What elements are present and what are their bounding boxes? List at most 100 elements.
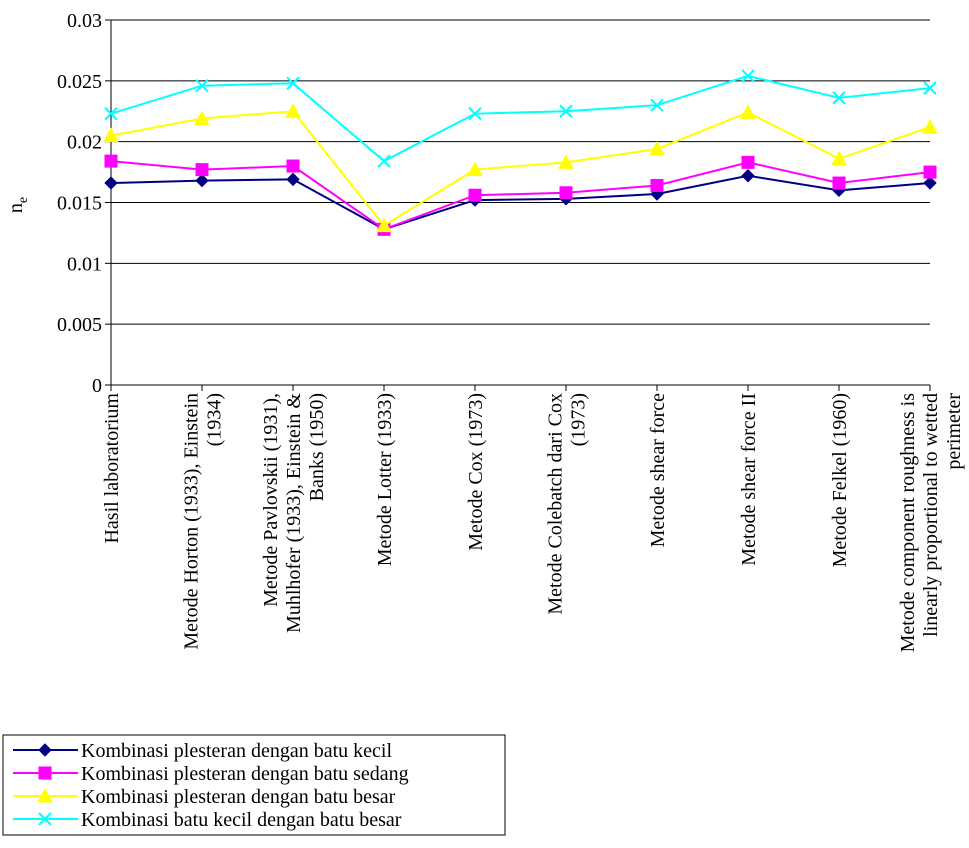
y-axis-label-subscript: e <box>16 197 31 203</box>
x-tick-label-line: Metode Pavlovskii (1931), <box>260 393 282 607</box>
data-point <box>376 217 392 233</box>
legend-item: Kombinasi batu kecil dengan batu besar <box>13 809 402 831</box>
x-marker-stroke <box>468 106 482 121</box>
x-marker-stroke <box>38 812 52 826</box>
legend-marker <box>38 743 52 757</box>
series-line <box>110 74 931 163</box>
data-point <box>195 78 209 93</box>
series-2 <box>104 154 937 236</box>
data-point <box>559 104 573 118</box>
x-tick-label-line: perimeter <box>943 393 965 470</box>
x-tick-label: Metode shear force II <box>738 393 760 566</box>
x-marker-stroke <box>104 106 118 121</box>
y-axis-ticks: 0 0.005 0.01 0.015 0.02 0.025 0.03 <box>57 10 111 397</box>
x-tick-label-line: Metode shear force II <box>738 393 760 566</box>
x-tick-label-line: (1973) <box>568 393 590 446</box>
data-point <box>468 188 482 202</box>
x-tick-label: Metode Felkel (1960) <box>829 393 851 567</box>
x-tick-label-line: Metode Cox (1973) <box>465 393 487 551</box>
x-tick-label: Hasil laboratorium <box>101 393 123 544</box>
data-point <box>104 106 118 121</box>
y-axis-label: ne <box>5 197 31 213</box>
data-point <box>650 178 664 192</box>
x-marker-stroke <box>377 154 391 168</box>
y-tick-label: 0.02 <box>67 132 102 154</box>
y-tick-label: 0.025 <box>57 71 102 93</box>
x-tick-label-line: (1934) <box>204 393 226 446</box>
x-tick-label-line: linearly proportional to wetted <box>920 393 942 637</box>
x-tick-label-line: Metode Lotter (1933) <box>374 393 396 566</box>
x-marker-stroke <box>832 91 846 105</box>
data-point <box>468 106 482 121</box>
series-4 <box>104 69 937 168</box>
legend-item: Kombinasi plesteran dengan batu besar <box>13 786 396 808</box>
data-point <box>104 154 118 168</box>
data-point <box>832 91 846 105</box>
x-tick-label-line: Muhlhofer (1933), Einstein & <box>283 393 305 633</box>
data-point <box>286 159 300 173</box>
data-point <box>650 98 664 112</box>
data-point <box>832 176 846 190</box>
x-tick-label: Metode component roughness is linearly pr… <box>897 393 965 653</box>
series-group <box>103 69 938 236</box>
x-tick-label-line: Metode component roughness is <box>897 393 919 653</box>
data-point <box>286 172 300 187</box>
x-tick-label: Metode Pavlovskii (1931), Muhlhofer (1933… <box>260 393 328 633</box>
x-axis-ticks: Hasil laboratorium Metode Horton (1933), … <box>101 385 965 652</box>
legend-box <box>2 734 506 836</box>
legend-label: Kombinasi batu kecil dengan batu besar <box>81 809 402 831</box>
data-point <box>559 186 573 200</box>
x-marker-stroke <box>195 78 209 93</box>
data-point <box>741 155 755 169</box>
legend-marker <box>37 787 53 803</box>
x-tick-label: Metode Lotter (1933) <box>374 393 396 566</box>
data-point <box>741 69 755 83</box>
y-tick-label: 0.01 <box>67 253 102 275</box>
data-point <box>195 163 209 177</box>
x-tick-label-line: Metode Felkel (1960) <box>829 393 851 567</box>
data-point <box>558 154 574 169</box>
x-tick-label-line: Metode Horton (1933), Einstein <box>181 393 203 650</box>
data-point <box>831 150 847 166</box>
x-marker-stroke <box>741 69 755 83</box>
y-axis-label-main: n <box>5 203 27 213</box>
y-tick-label: 0 <box>92 375 102 397</box>
x-tick-label-line: Hasil laboratorium <box>101 393 123 544</box>
x-tick-label: Metode Colebatch dari Cox (1973) <box>545 393 590 615</box>
series-line <box>110 160 931 231</box>
y-tick-label: 0.03 <box>67 10 102 32</box>
data-point <box>103 127 119 143</box>
legend-item: Kombinasi plesteran dengan batu sedang <box>13 763 409 785</box>
legend-label: Kombinasi plesteran dengan batu sedang <box>81 763 409 785</box>
data-point <box>923 165 937 179</box>
x-tick-label: Metode Horton (1933), Einstein (1934) <box>181 393 226 650</box>
x-tick-label-line: Banks (1950) <box>306 393 328 501</box>
y-tick-label: 0.015 <box>57 193 102 215</box>
x-marker-stroke <box>923 81 937 95</box>
data-point <box>285 103 301 118</box>
series-3 <box>103 103 938 233</box>
x-marker-stroke <box>286 76 300 90</box>
data-point <box>286 76 300 90</box>
legend: Kombinasi plesteran dengan batu kecilKom… <box>2 734 506 836</box>
legend-label: Kombinasi plesteran dengan batu besar <box>81 786 396 808</box>
data-point <box>922 119 938 134</box>
x-marker-stroke <box>650 98 664 112</box>
data-point <box>741 169 755 183</box>
x-marker-stroke <box>559 104 573 118</box>
data-point <box>923 176 937 190</box>
legend-marker <box>38 812 52 826</box>
data-point <box>377 154 391 168</box>
data-point <box>649 140 665 156</box>
gridlines <box>111 19 930 325</box>
x-tick-label-line: Metode Colebatch dari Cox <box>545 393 567 615</box>
x-tick-label-line: Metode shear force <box>647 393 669 547</box>
legend-label: Kombinasi plesteran dengan batu kecil <box>81 740 392 762</box>
data-point <box>923 81 937 95</box>
data-point <box>104 176 118 190</box>
legend-marker <box>38 766 52 780</box>
series-line <box>110 174 931 231</box>
data-point <box>740 104 756 119</box>
data-point <box>467 161 483 177</box>
